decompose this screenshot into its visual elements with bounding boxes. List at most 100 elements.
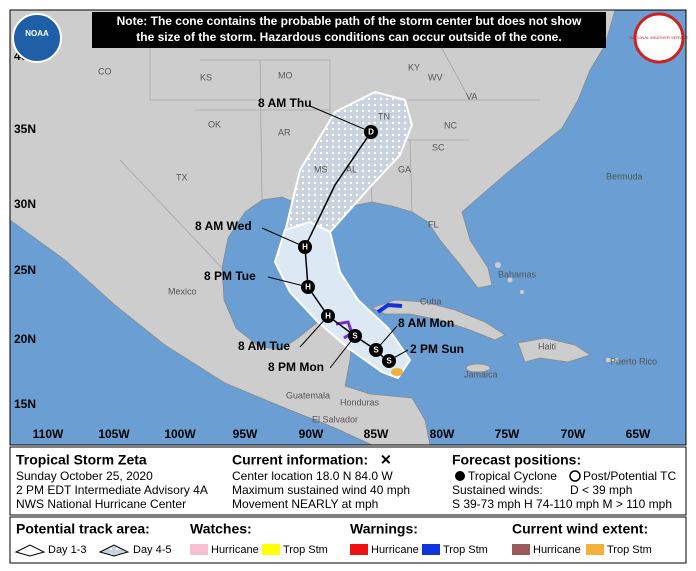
info-panel: Tropical Storm Zeta Sunday October 25, 2…	[9, 446, 687, 516]
track-label: 8 AM Mon	[398, 316, 454, 330]
nws-logo-text: NATIONAL WEATHER SERVICE	[630, 35, 689, 40]
track-label: 2 PM Sun	[410, 342, 464, 356]
lon-label: 105W	[98, 427, 130, 441]
legend-text: Day 4-5	[133, 544, 172, 556]
bahamas	[507, 277, 513, 283]
jamaica	[465, 363, 491, 373]
track-labels: 8 AM Thu 8 AM Wed 8 PM Tue 8 AM Tue 8 PM…	[195, 96, 464, 374]
place-label: TN	[378, 111, 390, 121]
info-text: D < 39 mph	[570, 483, 632, 497]
cuba	[371, 299, 506, 341]
marker-letter: S	[386, 357, 392, 366]
legend-heading: Current wind extent:	[512, 521, 648, 537]
lon-label: 85W	[364, 427, 389, 441]
leaders	[261, 105, 409, 369]
current-heading: Current information:	[232, 452, 368, 468]
track-label: 8 PM Mon	[268, 360, 324, 374]
note-line: the size of the storm. Hazardous conditi…	[136, 30, 561, 44]
place-label: AL	[346, 164, 357, 174]
markers: D H H H S S S	[298, 125, 396, 368]
info-text: Post/Potential TC	[583, 469, 676, 483]
place-label: Bahamas	[498, 269, 537, 279]
place-label: CO	[98, 66, 112, 76]
place-label: VA	[466, 91, 477, 101]
marker-letter: D	[368, 128, 374, 137]
track-label: 8 AM Tue	[238, 339, 290, 353]
place-label: KY	[408, 62, 420, 72]
lat-label: 25N	[14, 263, 36, 277]
noaa-logo	[12, 13, 62, 63]
place-label: Mexico	[168, 286, 197, 296]
noaa-logo-text: NOAA	[25, 29, 49, 38]
legend-text: Hurricane	[533, 544, 581, 556]
lon-labels: 110W 105W 100W 95W 90W 85W 80W 75W 70W 6…	[33, 427, 651, 441]
lon-label: 80W	[430, 427, 455, 441]
place-label: Jamaica	[464, 369, 498, 379]
hispaniola	[517, 337, 591, 363]
lon-label: 75W	[495, 427, 520, 441]
place-label: SC	[432, 142, 445, 152]
note-box	[92, 12, 606, 48]
storm-name: Tropical Storm Zeta	[16, 452, 147, 468]
trop-storm-warning	[376, 302, 403, 314]
bahamas	[520, 290, 524, 294]
place-label: NC	[444, 120, 457, 130]
lon-label: 65W	[626, 427, 651, 441]
marker-letter: H	[325, 312, 331, 321]
info-frame	[9, 446, 687, 516]
place-label: WV	[428, 72, 443, 82]
cone-day4-5	[283, 90, 414, 233]
info-text: Sustained winds:	[452, 483, 543, 497]
info-text: Center location 18.0 N 84.0 W	[232, 469, 393, 483]
marker-letter: S	[352, 332, 358, 341]
place-label: Bermuda	[606, 171, 643, 181]
note-line: Note: The cone contains the probable pat…	[117, 14, 582, 28]
lat-label: 30N	[14, 197, 36, 211]
place-label: Cuba	[420, 296, 442, 306]
place-label: OK	[208, 119, 221, 129]
track-label: 8 PM Tue	[204, 269, 256, 283]
place-labels: CO KS MO KY WV VA OK AR TN NC SC TX MS A…	[98, 62, 657, 424]
map: D H H H S S S CO KS MO KY WV VA OK AR TN…	[9, 9, 689, 446]
info-text: Tropical Cyclone	[468, 469, 557, 483]
forecast-heading: Forecast positions:	[452, 452, 581, 468]
lon-label: 100W	[164, 427, 196, 441]
lon-label: 90W	[299, 427, 324, 441]
place-label: Honduras	[340, 397, 380, 407]
place-label: AR	[278, 127, 291, 137]
trop-storm-wind-extent	[391, 368, 403, 376]
legend-text: Trop Stm	[283, 544, 328, 556]
info-text: Maximum sustained wind 40 mph	[232, 483, 410, 497]
nws-logo	[633, 12, 685, 64]
place-label: MO	[278, 70, 293, 80]
legend-text: Trop Stm	[607, 544, 652, 556]
lat-label: 20N	[14, 332, 36, 346]
info-text: Movement NEARLY at mph	[232, 497, 378, 511]
place-label: TX	[176, 172, 188, 182]
map-frame	[9, 9, 687, 446]
legend-text: Day 1-3	[48, 544, 87, 556]
marker-letter: H	[302, 243, 308, 252]
info-text: Sunday October 25, 2020	[16, 469, 153, 483]
marker-letter: S	[373, 346, 379, 355]
legend-heading: Watches:	[190, 521, 252, 537]
info-text: NWS National Hurricane Center	[16, 497, 186, 511]
legend-text: Hurricane	[371, 544, 419, 556]
place-label: MS	[314, 164, 328, 174]
place-label: KS	[200, 72, 212, 82]
legend-text: Hurricane	[211, 544, 259, 556]
marker-letter: H	[305, 283, 311, 292]
current-symbol: ✕	[380, 452, 392, 468]
info-text: 2 PM EDT Intermediate Advisory 4A	[16, 483, 208, 497]
bahamas	[495, 262, 501, 268]
lon-label: 95W	[233, 427, 258, 441]
puerto-rico	[606, 358, 618, 362]
legend-text: Trop Stm	[443, 544, 488, 556]
track-label: 8 AM Wed	[195, 219, 252, 233]
place-label: Puerto Rico	[610, 356, 657, 366]
place-label: Guatemala	[286, 390, 330, 400]
place-label: Haiti	[538, 341, 556, 351]
legend-heading: Warnings:	[350, 521, 418, 537]
lat-label: 15N	[14, 397, 36, 411]
